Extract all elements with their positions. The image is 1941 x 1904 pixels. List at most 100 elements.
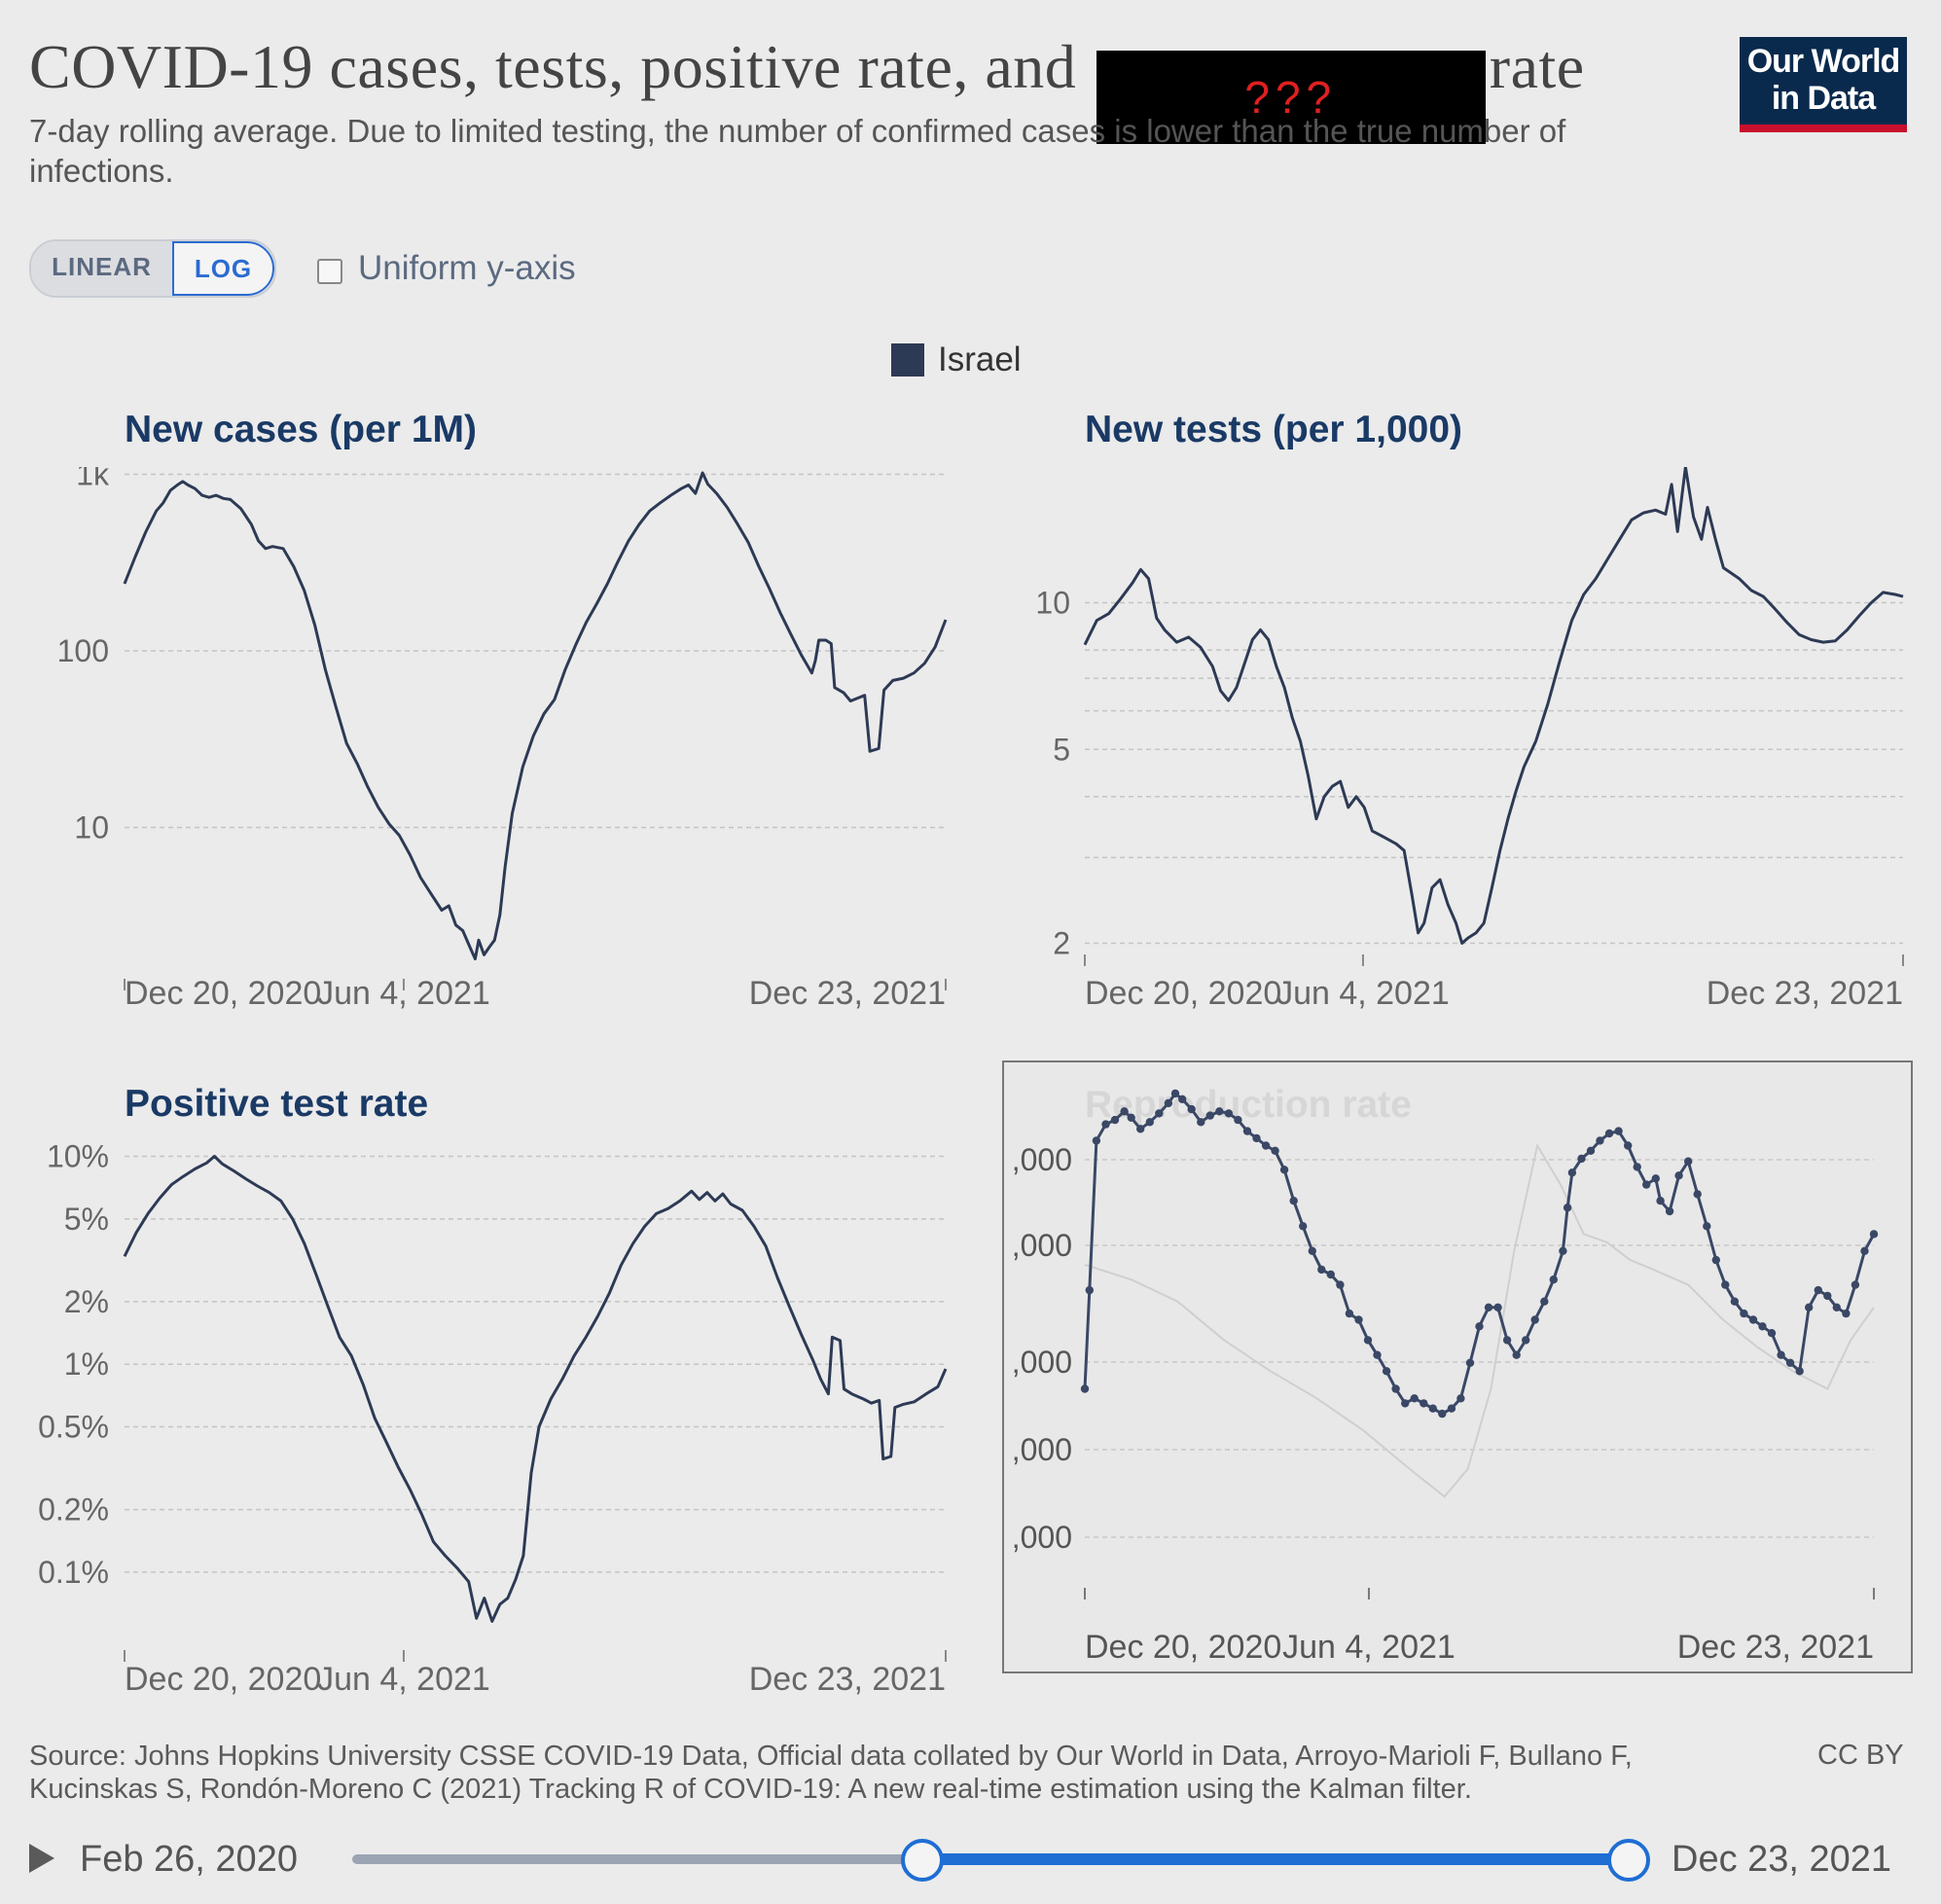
overlay-data-point (1604, 1129, 1614, 1138)
series-line-israel (123, 1155, 948, 1623)
overlay-data-point (1279, 1166, 1289, 1174)
series-line-israel (123, 471, 948, 961)
overlay-data-point (1814, 1285, 1822, 1295)
overlay-data-point (1308, 1246, 1316, 1255)
linear-button[interactable]: LINEAR (31, 241, 172, 296)
owid-logo[interactable]: Our World in Data (1740, 37, 1907, 132)
timeline-start-handle[interactable] (901, 1839, 944, 1882)
overlay-data-point (1101, 1120, 1110, 1129)
overlay-data-point (1299, 1222, 1308, 1231)
overlay-data-point (1428, 1404, 1437, 1413)
overlay-data-point (1795, 1367, 1804, 1376)
overlay-data-point (1447, 1404, 1456, 1413)
overlay-data-point (1080, 1384, 1090, 1393)
source-note: Source: Johns Hopkins University CSSE CO… (29, 1741, 1633, 1805)
overlay-data-point (1085, 1285, 1094, 1295)
timeline-end-handle[interactable] (1607, 1839, 1650, 1882)
overlay-data-point (1465, 1358, 1475, 1367)
x-tick-label: Dec 20, 2020 (1085, 975, 1281, 1012)
x-tick-label: Dec 20, 2020 (125, 975, 321, 1012)
panel-title-tests: New tests (per 1,000) (1085, 409, 1463, 450)
log-button[interactable]: LOG (172, 241, 274, 296)
scale-toggle: LINEAR LOG (29, 239, 276, 298)
overlay-data-point (1317, 1265, 1326, 1275)
x-tick-label: Jun 4, 2021 (1276, 975, 1450, 1012)
overlay-data-point (1242, 1127, 1252, 1135)
overlay-data-point (1730, 1297, 1740, 1306)
overlay-y-tick-label: ,000 (1012, 1142, 1072, 1177)
overlay-faded-title: Reproduction rate (1085, 1084, 1412, 1126)
overlay-data-point (1651, 1174, 1660, 1183)
overlay-data-point (1674, 1171, 1683, 1180)
overlay-data-point (1567, 1168, 1577, 1177)
overlay-data-point (1354, 1315, 1363, 1324)
y-tick-label: 10 (74, 809, 109, 844)
overlay-data-point (1110, 1115, 1120, 1125)
x-tick-label: Dec 23, 2021 (749, 975, 946, 1012)
overlay-data-point (1642, 1180, 1651, 1189)
overlay-data-point (1456, 1394, 1465, 1403)
uniform-y-axis-checkbox[interactable] (317, 259, 342, 284)
overlay-y-tick-label: ,000 (1012, 1345, 1072, 1380)
overlay-data-point (1224, 1109, 1234, 1118)
overlay-data-point (1345, 1309, 1354, 1318)
x-tick-label: Jun 4, 2021 (317, 1661, 490, 1698)
overlay-data-point (1656, 1197, 1665, 1205)
overlay-data-point (1326, 1270, 1335, 1279)
overlay-data-point (1252, 1133, 1261, 1143)
y-tick-label: 1% (64, 1347, 109, 1382)
y-tick-label: 0.2% (38, 1492, 109, 1527)
overlay-data-point (1842, 1309, 1851, 1318)
overlay-data-point (1549, 1275, 1558, 1284)
overlay-data-point (1740, 1309, 1748, 1318)
title-start: COVID-19 cases, tests, positive rate, an… (29, 32, 1077, 101)
legend-label: Israel (938, 341, 1022, 378)
overlay-data-point (1215, 1107, 1224, 1116)
overlay-data-point (1512, 1350, 1521, 1359)
legend[interactable]: Israel (891, 341, 1022, 379)
overlay-data-point (1127, 1113, 1135, 1122)
overlay-data-point (1614, 1127, 1623, 1135)
overlay-data-point (1665, 1206, 1674, 1216)
uniform-y-axis-toggle[interactable]: Uniform y-axis (317, 249, 576, 288)
x-tick-label: Jun 4, 2021 (317, 975, 490, 1012)
overlay-data-point (1777, 1350, 1785, 1359)
panel-title-positive-rate: Positive test rate (125, 1083, 429, 1125)
overlay-data-point (1382, 1367, 1391, 1376)
play-icon[interactable] (29, 1844, 54, 1873)
timeline-end-date: Dec 23, 2021 (1671, 1839, 1892, 1880)
overlay-data-point (1475, 1322, 1484, 1331)
chart-subtitle: 7-day rolling average. Due to limited te… (29, 113, 1566, 189)
overlay-data-point (1178, 1095, 1187, 1103)
overlay-data-point (1502, 1336, 1512, 1345)
overlay-data-point (1721, 1280, 1730, 1289)
overlay-data-point (1205, 1111, 1214, 1120)
overlay-data-point (1289, 1197, 1298, 1205)
redaction-box: ??? (1096, 51, 1486, 144)
y-tick-label: 2% (64, 1284, 109, 1319)
overlay-data-point (1187, 1104, 1196, 1114)
overlay-data-point (1586, 1146, 1596, 1155)
overlay-data-point (1559, 1246, 1567, 1255)
overlay-data-point (1785, 1358, 1795, 1367)
overlay-data-point (1530, 1315, 1539, 1324)
overlay-data-point (1596, 1136, 1604, 1145)
overlay-data-point (1563, 1203, 1572, 1212)
overlay-data-point (1271, 1146, 1279, 1155)
overlay-data-point (1261, 1141, 1271, 1150)
overlay-data-point (1401, 1399, 1410, 1408)
overlay-data-point (1136, 1125, 1145, 1133)
overlay-faded-line (1084, 1142, 1875, 1498)
overlay-data-point (1684, 1157, 1693, 1166)
overlay-data-point (1373, 1350, 1382, 1359)
uniform-y-axis-label: Uniform y-axis (358, 249, 576, 287)
overlay-data-point (1391, 1384, 1400, 1393)
overlay-data-point (1234, 1115, 1242, 1125)
license-link[interactable]: CC BY (1817, 1740, 1904, 1771)
overlay-data-point (1805, 1303, 1814, 1311)
overlay-data-point (1703, 1222, 1711, 1231)
x-tick-label: Dec 23, 2021 (1707, 975, 1903, 1012)
y-tick-label: 10 (1035, 586, 1070, 621)
overlay-data-point (1484, 1303, 1493, 1311)
